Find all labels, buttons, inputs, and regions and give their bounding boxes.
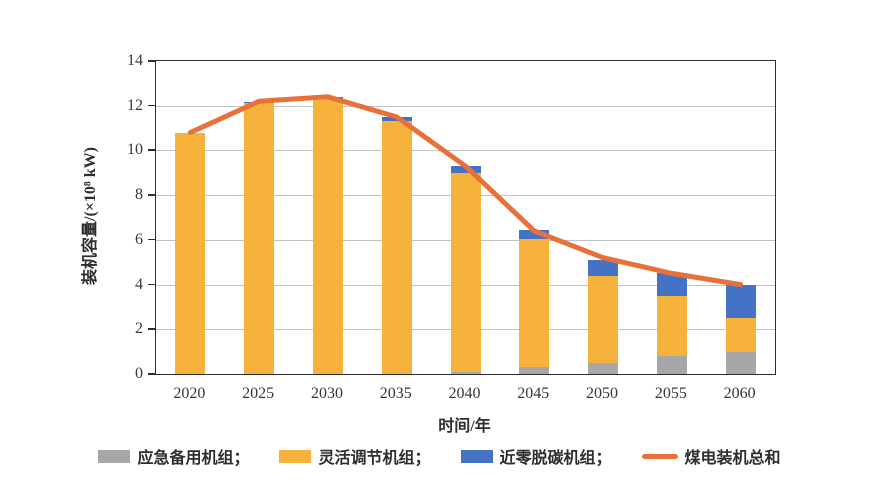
legend-item: 煤电装机总和 bbox=[641, 444, 781, 468]
legend-color-swatch bbox=[98, 449, 131, 463]
y-tick-mark bbox=[148, 373, 155, 375]
y-tick-label: 6 bbox=[135, 230, 143, 248]
bar-segment bbox=[519, 238, 550, 368]
y-tick-mark bbox=[148, 238, 155, 241]
x-axis-label: 时间/年 bbox=[438, 418, 491, 435]
x-tick-label: 2045 bbox=[517, 385, 550, 402]
y-tick-mark bbox=[148, 60, 155, 62]
bar-segment bbox=[450, 172, 481, 372]
legend: 应急备用机组； 灵活调节机组； 近零脱碳机组； 煤电装机总和 bbox=[0, 444, 879, 468]
x-tick-label: 2030 bbox=[310, 385, 343, 402]
legend-color-swatch bbox=[279, 449, 312, 463]
bar-segment bbox=[244, 103, 275, 374]
bar-segment bbox=[519, 229, 550, 239]
x-tick-label: 2025 bbox=[242, 385, 275, 402]
bar-segment bbox=[175, 132, 206, 374]
bar-segment bbox=[519, 367, 550, 374]
total-line bbox=[187, 94, 744, 288]
y-tick-label: 2 bbox=[135, 320, 143, 338]
bar-segment bbox=[656, 356, 687, 374]
plot-area bbox=[155, 60, 776, 375]
legend-label: 灵活调节机组； bbox=[318, 450, 431, 467]
y-tick-label: 4 bbox=[135, 275, 143, 293]
y-tick-label: 14 bbox=[127, 52, 143, 69]
bar-segment bbox=[381, 121, 412, 374]
bar-segment bbox=[588, 275, 619, 363]
y-tick-mark bbox=[148, 104, 155, 107]
bar-segment bbox=[588, 362, 619, 374]
bar-segment bbox=[312, 99, 343, 374]
y-tick-label: 10 bbox=[127, 141, 143, 159]
x-tick-label: 2020 bbox=[173, 385, 206, 402]
bar-segment bbox=[725, 284, 756, 319]
legend-label: 应急备用机组； bbox=[137, 450, 250, 467]
bar-segment bbox=[725, 351, 756, 374]
y-axis-label: 装机容量/(×10⁸ kW) bbox=[82, 147, 99, 285]
bar-segment bbox=[656, 295, 687, 357]
gridline bbox=[156, 105, 775, 107]
legend-item: 应急备用机组； bbox=[98, 444, 249, 468]
legend-line-swatch bbox=[641, 453, 678, 459]
bar-segment bbox=[588, 259, 619, 276]
legend-label: 煤电装机总和 bbox=[684, 450, 781, 467]
bar-segment bbox=[725, 318, 756, 352]
bar-segment bbox=[656, 273, 687, 296]
x-tick-label: 2050 bbox=[586, 385, 619, 402]
total-line-layer bbox=[187, 94, 744, 288]
legend-item: 灵活调节机组； bbox=[279, 444, 431, 468]
x-tick-label: 2055 bbox=[654, 385, 687, 402]
gridline bbox=[156, 150, 775, 152]
legend-item: 近零脱碳机组； bbox=[460, 444, 612, 468]
bar-segment bbox=[450, 371, 481, 374]
y-tick-mark bbox=[148, 149, 155, 151]
y-tick-label: 12 bbox=[127, 96, 143, 114]
x-tick-label: 2035 bbox=[379, 385, 412, 402]
y-tick-label: 8 bbox=[135, 186, 143, 204]
legend-color-swatch bbox=[460, 449, 493, 463]
y-tick-mark bbox=[148, 283, 155, 286]
x-tick-label: 2060 bbox=[723, 385, 756, 402]
y-tick-mark bbox=[148, 328, 155, 330]
y-tick-label: 0 bbox=[135, 365, 143, 382]
y-tick-mark bbox=[148, 194, 155, 196]
legend-label: 近零脱碳机组； bbox=[499, 450, 612, 467]
x-tick-label: 2040 bbox=[448, 385, 481, 402]
